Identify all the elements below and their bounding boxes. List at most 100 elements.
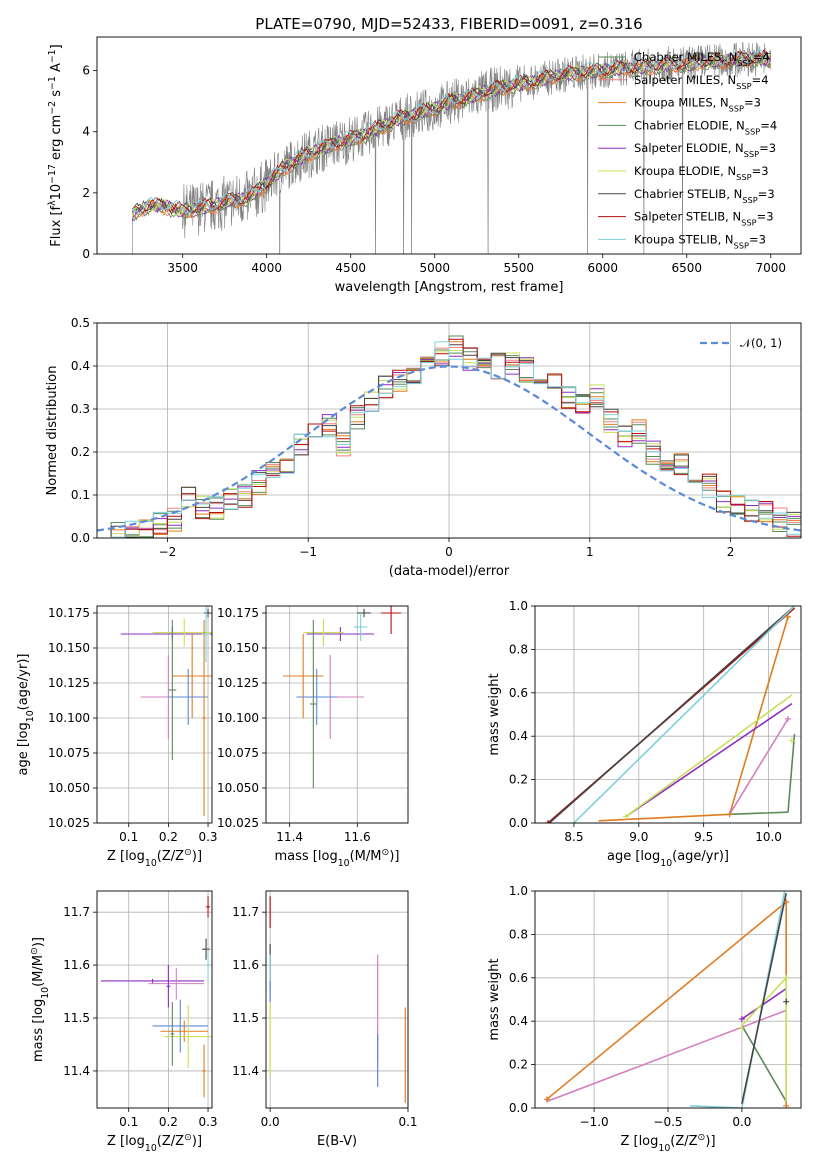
- legend-label: 𝒩(0, 1): [740, 336, 782, 350]
- y-tick-label: 10.125: [217, 676, 259, 690]
- x-tick-label: 7000: [755, 261, 786, 275]
- age-vs-z-frame: [96, 605, 213, 824]
- y-tick-label: 10.025: [217, 816, 259, 830]
- y-tick-label: 10.125: [48, 676, 90, 690]
- x-tick-label: −1: [299, 545, 317, 559]
- weight-marker: [738, 1016, 745, 1023]
- figure-title: PLATE=0790, MJD=52433, FIBERID=0091, z=0…: [255, 15, 642, 33]
- chart-layer: 3500 4000 4500 5000 5500 6000 6500 7000 0 2 4 6 Flux…: [16, 36, 802, 1154]
- x-tick-label: 4000: [251, 261, 282, 275]
- weight-track-line: [728, 616, 789, 815]
- weight-vs-age-y-axis-label: mass weight: [487, 673, 502, 755]
- y-tick-label: 0.6: [509, 971, 528, 985]
- weight-marker: [783, 998, 790, 1005]
- x-tick-label: 2: [727, 545, 735, 559]
- residual-hist-x-axis-label: (data-model)/error: [389, 564, 510, 579]
- y-tick-label: 0.0: [71, 531, 90, 545]
- y-tick-label: 0.4: [509, 1014, 528, 1028]
- weight-marker: [785, 715, 792, 722]
- y-tick-label: 10.175: [217, 606, 259, 620]
- y-tick-label: 10.100: [217, 711, 259, 725]
- mass-vs-z-frame: [96, 890, 213, 1109]
- model-spectrum-line: [132, 51, 771, 222]
- weight-vs-z-plot-area: [543, 891, 790, 1108]
- y-tick-label: 0.2: [509, 1058, 528, 1072]
- x-tick-label: 6000: [587, 261, 618, 275]
- weight-marker: [622, 813, 629, 820]
- x-tick-label: −2: [159, 545, 177, 559]
- weight-track-line: [741, 987, 787, 1020]
- y-tick-label: 0.1: [71, 488, 90, 502]
- mass-vs-z-x-axis-label: Z [log10(Z/Z⊙)]: [107, 1132, 202, 1154]
- x-tick-label: 1: [586, 545, 594, 559]
- y-tick-label: 10.150: [48, 641, 90, 655]
- y-tick-label: 0.2: [71, 445, 90, 459]
- x-tick-label: 0: [445, 545, 453, 559]
- y-tick-label: 0.8: [509, 642, 528, 656]
- y-tick-label: 11.5: [232, 1011, 259, 1025]
- mass-vs-z-plot-area: [100, 896, 212, 1098]
- y-tick-label: 0.5: [71, 316, 90, 330]
- spectrum-x-axis-label: wavelength [Angstrom, rest frame]: [335, 280, 564, 295]
- residual-hist-y-axis-label: Normed distribution: [45, 366, 60, 496]
- legend-label: Salpeter MILES, NSSP=4: [634, 73, 769, 91]
- y-tick-label: 0.6: [509, 686, 528, 700]
- y-tick-label: 11.6: [63, 958, 90, 972]
- legend-label: Chabrier STELIB, NSSP=3: [634, 187, 775, 205]
- y-tick-label: 4: [82, 125, 90, 139]
- y-tick-label: 1.0: [509, 599, 528, 613]
- weight-track-line: [625, 694, 793, 818]
- legend-label: Chabrier ELODIE, NSSP=4: [634, 118, 777, 136]
- spectrum-plot-area: [131, 41, 772, 254]
- model-spectrum-line: [131, 51, 771, 222]
- weight-track-line: [546, 1009, 787, 1103]
- y-tick-label: 10.050: [217, 781, 259, 795]
- x-tick-label: 6500: [671, 261, 702, 275]
- weight-vs-z-frame: [534, 890, 802, 1109]
- x-tick-label: 0.1: [119, 830, 138, 844]
- spectrum-axes: [93, 70, 772, 258]
- weight-marker: [544, 820, 551, 823]
- y-tick-label: 0.2: [509, 773, 528, 787]
- y-tick-label: 10.175: [48, 606, 90, 620]
- y-tick-label: 0.8: [509, 927, 528, 941]
- mass-vs-ebv-frame: [265, 890, 409, 1109]
- weight-vs-age-plot-area: [544, 606, 796, 823]
- y-tick-label: 11.4: [232, 1064, 259, 1078]
- y-tick-label: 0.0: [509, 816, 528, 830]
- legend-label: Kroupa MILES, NSSP=3: [634, 96, 761, 114]
- y-tick-label: 10.075: [217, 746, 259, 760]
- weight-vs-z-y-axis-label: mass weight: [487, 958, 502, 1040]
- age-vs-mass-frame: [265, 605, 409, 824]
- mass-vs-z-y-axis-label: mass [log10(M/M⊙)]: [29, 937, 51, 1062]
- age-vs-mass-x-axis-label: mass [log10(M/M⊙)]: [275, 847, 400, 869]
- gaussian-reference-line: [97, 365, 801, 532]
- weight-track-line: [787, 733, 796, 813]
- y-tick-label: 10.150: [217, 641, 259, 655]
- legend-label: Chabrier MILES, NSSP=4: [634, 50, 770, 68]
- y-tick-label: 10.025: [48, 816, 90, 830]
- weight-marker: [788, 737, 795, 744]
- y-tick-label: 10.100: [48, 711, 90, 725]
- age-vs-z-y-axis-label: age [log10(age/yr)]: [16, 654, 36, 776]
- y-tick-label: 6: [82, 64, 90, 78]
- age-vs-mass-plot-area: [282, 606, 402, 788]
- x-tick-label: 5000: [419, 261, 450, 275]
- weight-vs-age-frame: [534, 605, 802, 824]
- x-tick-label: 11.6: [344, 830, 371, 844]
- residual-hist-plot-area: [97, 335, 801, 538]
- y-tick-label: 11.4: [63, 1064, 90, 1078]
- legend-label: Salpeter STELIB, NSSP=3: [634, 210, 774, 228]
- model-spectrum-line: [131, 50, 771, 216]
- y-tick-label: 0: [82, 247, 90, 261]
- weight-marker: [726, 811, 733, 818]
- weight-track-line: [729, 811, 789, 816]
- mass-vs-ebv-x-axis-label: E(B-V): [317, 1134, 357, 1149]
- weight-marker: [785, 613, 792, 620]
- x-tick-label: −0.5: [653, 1115, 682, 1129]
- x-tick-label: 10.0: [755, 830, 782, 844]
- x-tick-label: 0.1: [398, 1115, 417, 1129]
- y-tick-label: 11.6: [232, 958, 259, 972]
- legend-label: Kroupa ELODIE, NSSP=3: [634, 164, 769, 182]
- y-tick-label: 11.5: [63, 1011, 90, 1025]
